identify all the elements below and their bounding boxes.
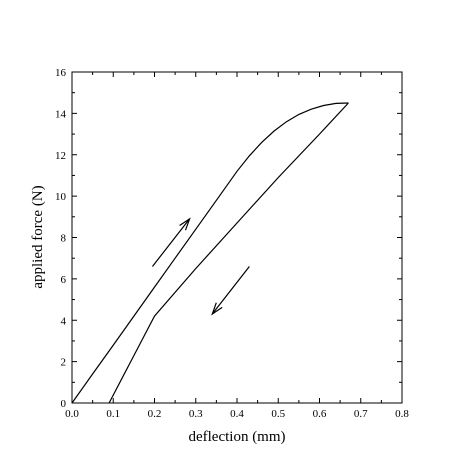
arrow-shaft xyxy=(211,266,250,315)
y-axis-title: applied force (N) xyxy=(30,185,46,288)
loading-arrow xyxy=(151,217,191,267)
y-tick-label: 16 xyxy=(55,67,67,79)
y-tick-label: 12 xyxy=(55,150,66,162)
unloading-arrow xyxy=(211,266,250,316)
y-tick-label: 8 xyxy=(61,233,67,245)
x-tick-label: 0.0 xyxy=(65,408,79,420)
x-tick-label: 0.3 xyxy=(189,408,203,420)
direction-arrows xyxy=(151,217,250,316)
x-tick-label: 0.4 xyxy=(230,408,244,420)
unloading-curve xyxy=(108,102,349,404)
y-tick-label: 6 xyxy=(61,274,67,286)
x-tick-label: 0.7 xyxy=(354,408,368,420)
y-tick-label: 0 xyxy=(61,398,67,410)
arrow-shaft xyxy=(151,218,191,267)
x-tick-label: 0.8 xyxy=(395,408,409,420)
x-tick-label: 0.1 xyxy=(106,408,120,420)
y-tick-label: 10 xyxy=(55,191,67,203)
curves xyxy=(71,102,349,404)
x-tick-label: 0.2 xyxy=(148,408,162,420)
y-tick-label: 14 xyxy=(55,108,67,120)
arrow-head xyxy=(211,302,223,316)
loading-curve xyxy=(71,102,349,404)
plot-frame xyxy=(71,71,403,404)
x-tick-label: 0.6 xyxy=(313,408,327,420)
x-axis-title: deflection (mm) xyxy=(188,429,285,445)
y-tick-labels: 0 2 4 6 8 10 12 14 16 xyxy=(55,67,67,410)
x-tick-label: 0.5 xyxy=(271,408,285,420)
x-tick-labels: 0.0 0.1 0.2 0.3 0.4 0.5 0.6 0.7 0.8 xyxy=(65,408,409,420)
arrow-head xyxy=(179,217,191,231)
y-tick-label: 2 xyxy=(61,357,67,369)
axis-ticks xyxy=(71,71,403,404)
y-tick-label: 4 xyxy=(61,315,67,327)
